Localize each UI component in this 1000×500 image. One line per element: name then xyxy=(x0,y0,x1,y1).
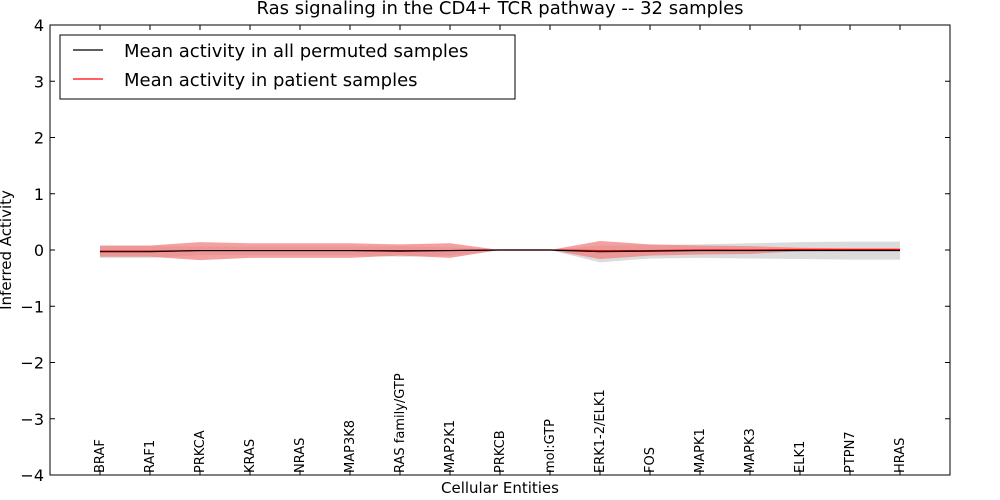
x-tick-label: RAS family/GTP xyxy=(393,373,408,473)
legend-entry-permuted: Mean activity in all permuted samples xyxy=(124,41,468,62)
y-axis-label: Inferred Activity xyxy=(0,190,15,310)
x-tick-label: PRKCB xyxy=(493,430,508,473)
y-tick-label: −4 xyxy=(20,466,44,485)
x-tick-label: FOS xyxy=(643,447,658,473)
y-tick-label: 0 xyxy=(34,241,44,260)
legend-frame xyxy=(59,34,516,100)
x-tick-label: BRAF xyxy=(93,439,108,473)
x-tick-label: MAPK3 xyxy=(743,428,758,473)
x-tick-label: RAF1 xyxy=(143,440,158,473)
x-tick-label: MAPK1 xyxy=(693,428,708,473)
x-tick-label: KRAS xyxy=(243,439,258,473)
y-tick-label: 2 xyxy=(34,129,44,148)
legend-entry-patient: Mean activity in patient samples xyxy=(124,70,418,91)
band-patient xyxy=(100,241,900,261)
x-axis-label: Cellular Entities xyxy=(441,479,559,497)
x-tick-label: MAP2K1 xyxy=(443,420,458,473)
plot-area: −4 −3 −2 −1 0 1 2 3 4 BRAF RAF1 PRKCA KRAS NRAS MAP3K… xyxy=(20,16,951,485)
x-tick-label: ELK1 xyxy=(793,441,808,473)
y-tick-label: −1 xyxy=(20,297,44,316)
x-axis-ticks: BRAF RAF1 PRKCA KRAS NRAS MAP3K8 RAS family/GT… xyxy=(93,25,908,475)
x-tick-label: NRAS xyxy=(293,438,308,473)
x-tick-label: HRAS xyxy=(893,438,908,473)
series-lines xyxy=(100,248,900,253)
x-tick-label: ERK1-2/ELK1 xyxy=(593,389,608,473)
y-tick-label: 1 xyxy=(34,185,44,204)
x-tick-label: PRKCA xyxy=(193,430,208,473)
x-tick-label: mol:GTP xyxy=(543,419,558,473)
y-tick-label: −2 xyxy=(20,354,44,373)
line-permuted xyxy=(100,249,900,253)
legend: Mean activity in all permuted samples Me… xyxy=(59,34,516,100)
x-tick-label: PTPN7 xyxy=(843,431,858,473)
confidence-bands xyxy=(100,241,900,263)
y-axis-ticks: −4 −3 −2 −1 0 1 2 3 4 xyxy=(20,16,950,485)
y-tick-label: −3 xyxy=(20,410,44,429)
chart-title: Ras signaling in the CD4+ TCR pathway --… xyxy=(256,0,743,19)
x-tick-label: MAP3K8 xyxy=(343,420,358,473)
y-tick-label: 3 xyxy=(34,72,44,91)
y-tick-label: 4 xyxy=(34,16,44,35)
